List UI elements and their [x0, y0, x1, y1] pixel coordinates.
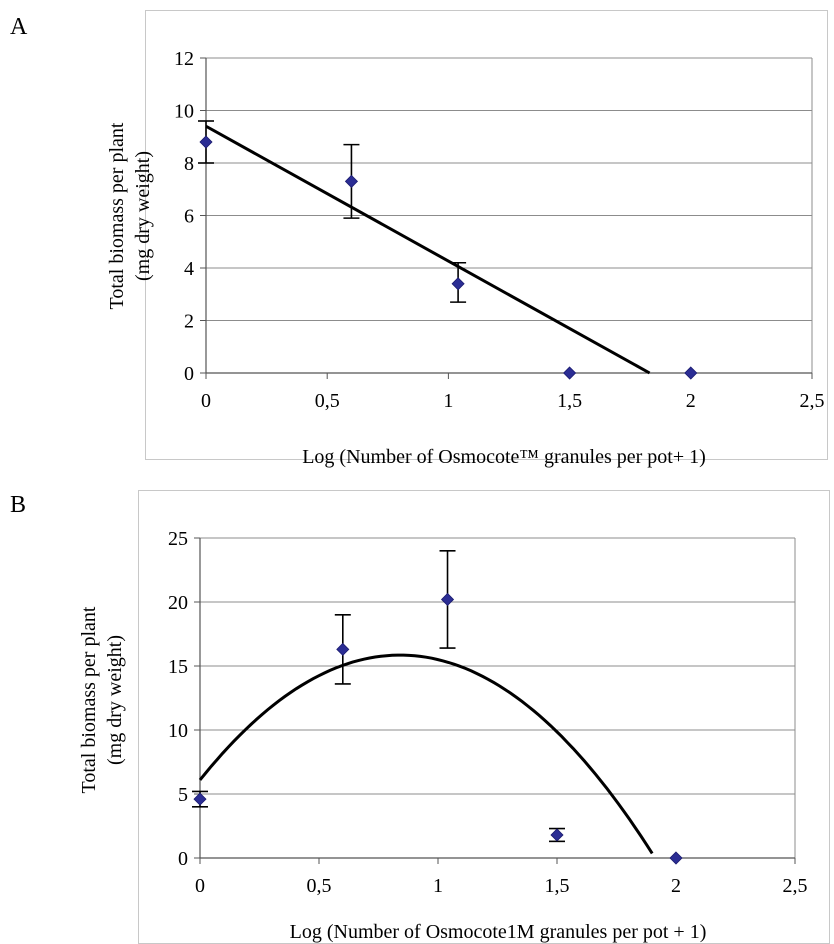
- x-tick-label: 2: [671, 875, 681, 897]
- data-point: [336, 642, 350, 656]
- trend-line: [198, 653, 654, 855]
- chart-frame-b: [138, 490, 830, 944]
- x-tick-label: 0,5: [307, 875, 332, 897]
- y-axis-title-line1: Total biomass per plant: [106, 122, 128, 309]
- data-point: [193, 792, 207, 806]
- y-tick-label: 4: [184, 258, 194, 280]
- y-tick-label: 10: [174, 101, 194, 123]
- x-tick-label: 0: [195, 875, 205, 897]
- x-tick-label: 0,5: [315, 390, 340, 412]
- data-point: [684, 366, 698, 380]
- data-point: [199, 135, 213, 149]
- y-axis-title-line1: Total biomass per plant: [78, 606, 100, 793]
- y-tick-label: 5: [178, 784, 188, 806]
- y-tick-label: 0: [178, 848, 188, 870]
- x-tick-label: 1: [443, 390, 453, 412]
- x-tick-label: 0: [201, 390, 211, 412]
- x-tick-label: 2,5: [800, 390, 825, 412]
- x-tick-label: 1,5: [545, 875, 570, 897]
- y-tick-label: 10: [168, 720, 188, 742]
- y-tick-label: 8: [184, 153, 194, 175]
- data-point: [550, 828, 564, 842]
- data-point: [563, 366, 577, 380]
- y-axis-title-line2: (mg dry weight): [132, 151, 154, 281]
- y-tick-label: 0: [184, 363, 194, 385]
- y-tick-label: 20: [168, 592, 188, 614]
- y-tick-label: 12: [174, 48, 194, 70]
- x-tick-label: 2: [686, 390, 696, 412]
- x-tick-label: 1,5: [557, 390, 582, 412]
- chart-frame-a: [145, 10, 828, 460]
- y-tick-label: 2: [184, 311, 194, 333]
- x-tick-label: 1: [433, 875, 443, 897]
- x-tick-label: 2,5: [783, 875, 808, 897]
- data-point: [451, 277, 465, 291]
- trend-line: [205, 124, 651, 375]
- data-point: [669, 851, 683, 865]
- chart-a: 0 2 4 6 8 10 12 0 0,5 1 1,5 2 2,5 Log (Number of Osmo…: [106, 48, 825, 468]
- y-tick-label: 25: [168, 528, 188, 550]
- data-point: [344, 174, 359, 188]
- panel-label-b: B: [10, 492, 27, 518]
- y-axis-title-line2: (mg dry weight): [104, 635, 126, 765]
- y-tick-label: 6: [184, 206, 194, 228]
- data-point: [440, 592, 455, 607]
- y-tick-label: 15: [168, 656, 188, 678]
- x-axis-title: Log (Number of Osmocote™ granules per po…: [302, 446, 706, 468]
- panel-label-a: A: [10, 14, 28, 40]
- x-axis-title: Log (Number of Osmocote1M granules per p…: [290, 921, 707, 943]
